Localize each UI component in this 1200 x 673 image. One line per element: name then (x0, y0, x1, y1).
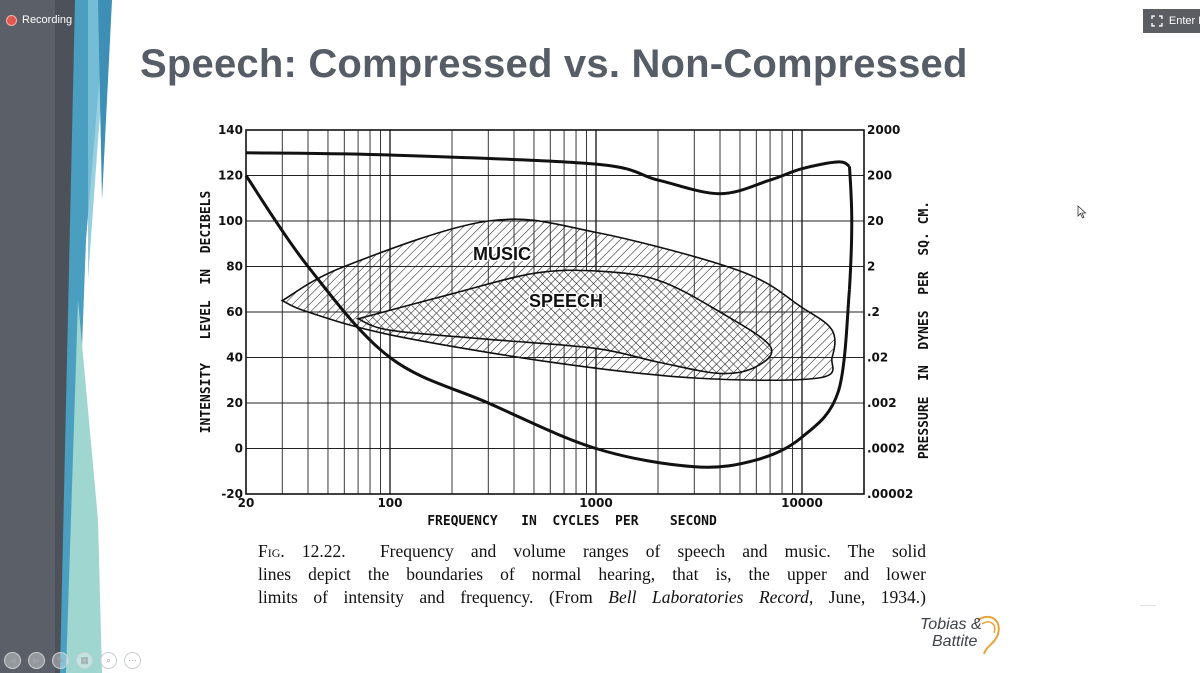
caption-source-title: Bell Laboratories Record (608, 587, 809, 607)
record-dot-icon (6, 14, 17, 26)
caption-text-3a: limits of intensity and frequency. (From (258, 587, 609, 607)
y-tick-label: 0 (235, 442, 243, 456)
plot-frame (245, 129, 865, 495)
y2-tick-label: .02 (867, 351, 888, 365)
y-tick-label: 100 (218, 214, 243, 228)
logo-text-line1: Tobias & (920, 616, 982, 633)
previous-slide-button[interactable]: ◀ (4, 652, 21, 669)
y2-axis-label: PRESSURE IN DYNES PER SQ. CM. (917, 201, 932, 459)
chart-areas (280, 218, 836, 382)
y-tick-label: 80 (226, 260, 243, 274)
y-tick-label: 40 (226, 351, 243, 365)
y2-tick-label: .0002 (867, 442, 905, 456)
x-axis-label: FREQUENCY IN CYCLES PER SECOND (427, 514, 717, 529)
caption-line-2: lines depict the boundaries of normal he… (258, 564, 926, 584)
enter-fullscreen-button[interactable]: Enter F (1143, 9, 1200, 33)
y2-tick-label: 2 (867, 260, 875, 274)
x-tick-label: 1000 (579, 496, 612, 510)
caption-text-1: Frequency and volume ranges of speech an… (379, 541, 926, 561)
y-tick-label: 60 (226, 305, 243, 319)
music-area-label: MUSIC (473, 244, 531, 264)
company-logo: Tobias & Battite (918, 612, 1008, 656)
chart-curves (244, 151, 854, 469)
chart-ticks: 140120100806040200-202000200202.2.02.002… (218, 123, 913, 510)
caption-fig-number: Fig. 12.22. (258, 541, 346, 561)
y2-tick-label: .00002 (867, 487, 913, 501)
next-slide-button[interactable]: ▶ (28, 652, 45, 669)
logo-ear-icon (977, 615, 1000, 655)
logo-text-line2: Battite (932, 633, 978, 650)
y-axis-label: INTENSITY LEVEL IN DECIBELS (199, 191, 214, 434)
y2-tick-label: .002 (867, 396, 897, 410)
slides-grid-button[interactable]: ▦ (76, 652, 93, 669)
lower-hearing-limit-curve (244, 174, 851, 469)
zoom-button[interactable]: ⌕ (100, 652, 117, 669)
y-tick-label: 20 (226, 396, 243, 410)
y2-tick-label: 20 (867, 214, 884, 228)
y-tick-label: 120 (218, 169, 243, 183)
hearing-range-chart: 140120100806040200-202000200202.2.02.002… (199, 123, 932, 529)
y2-tick-label: 2000 (867, 123, 900, 137)
more-options-button[interactable]: ⋯ (124, 652, 141, 669)
pen-tool-button[interactable]: ✎ (52, 652, 69, 669)
y-tick-label: -20 (221, 487, 243, 501)
right-hearing-limit-curve (847, 166, 854, 290)
slide-title: Speech: Compressed vs. Non-Compressed (140, 42, 968, 86)
mouse-cursor-icon (1077, 205, 1087, 219)
caption-text-3b: , June, 1934.) (808, 587, 926, 607)
x-tick-label: 10000 (781, 496, 823, 510)
slide-side-decoration (0, 0, 112, 673)
speech-range-area (355, 269, 773, 375)
y2-tick-label: 200 (867, 169, 892, 183)
speech-area-label: SPEECH (529, 291, 603, 311)
recording-indicator: Recording (6, 11, 72, 29)
caption-line-1: Fig. 12.22. Frequency and volume ranges … (258, 540, 926, 563)
slide-divider (1140, 605, 1156, 606)
presentation-controls: ◀ ▶ ✎ ▦ ⌕ ⋯ (4, 652, 141, 669)
enter-fullscreen-label: Enter F (1168, 15, 1200, 27)
x-tick-label: 100 (377, 496, 402, 510)
y2-tick-label: .2 (867, 305, 880, 319)
upper-hearing-limit-curve (245, 151, 851, 196)
fullscreen-icon (1151, 15, 1163, 27)
figure-caption: Fig. 12.22. Frequency and volume ranges … (258, 540, 926, 609)
y-tick-label: 140 (218, 123, 243, 137)
x-tick-label: 20 (238, 496, 255, 510)
recording-label: Recording (22, 14, 73, 26)
caption-line-3: limits of intensity and frequency. (From… (258, 586, 926, 609)
